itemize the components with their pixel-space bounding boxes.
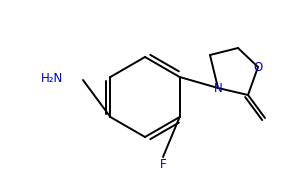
Text: F: F — [160, 158, 166, 171]
Text: N: N — [214, 81, 222, 95]
Text: H₂N: H₂N — [41, 71, 63, 84]
Text: O: O — [253, 61, 263, 74]
